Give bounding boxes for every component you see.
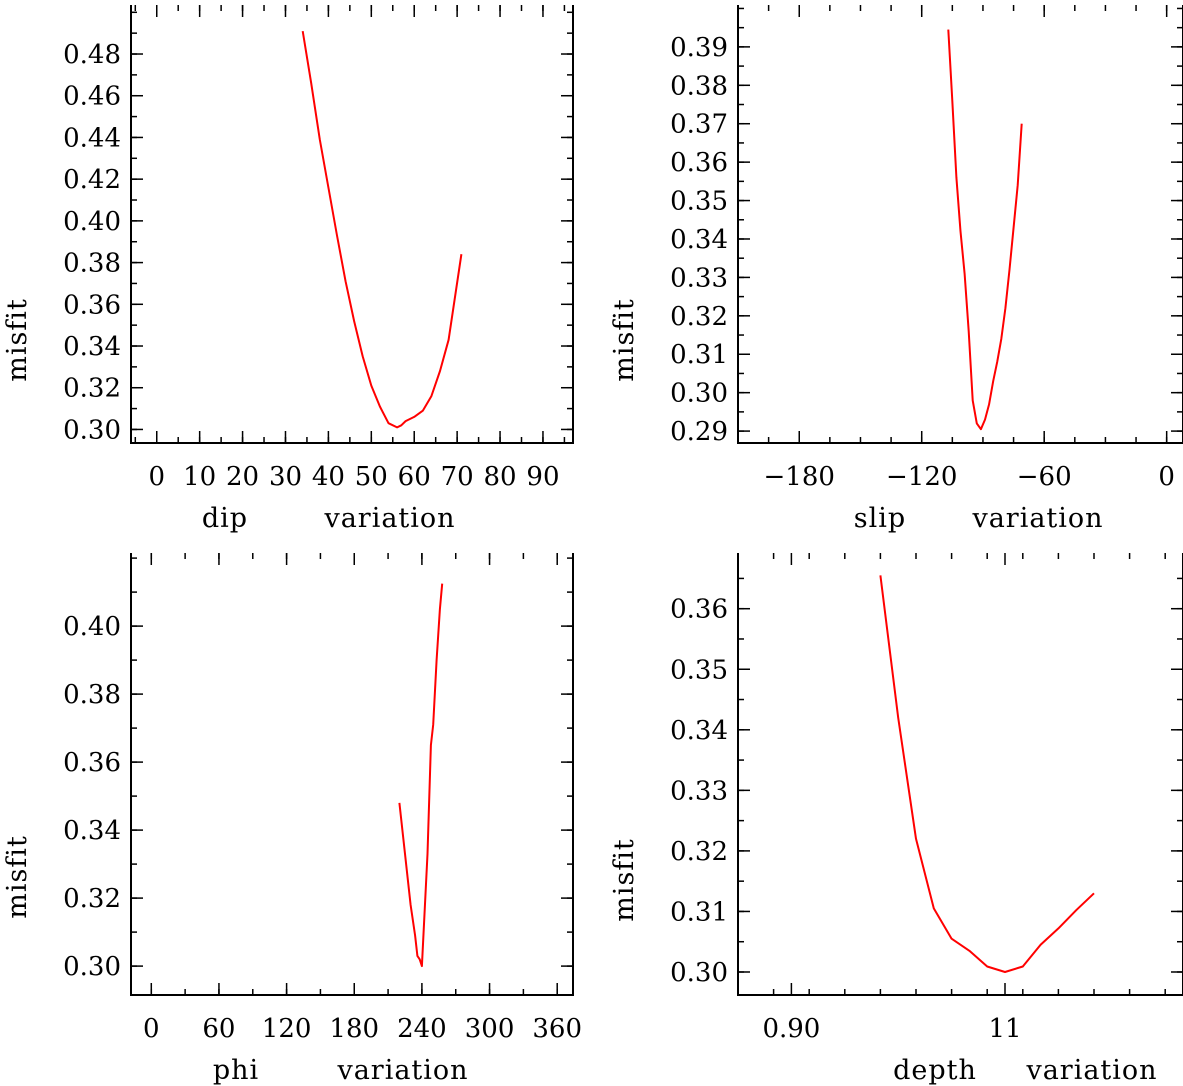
y-tick-label: 0.30 [670, 379, 728, 409]
x-tick-label: 70 [441, 462, 474, 492]
y-tick-label: 0.40 [63, 612, 121, 642]
chart-panel-3: 0 60 120 180 240 300 360 0.30 0.32 0.34 0.36 0.38 0.… [2, 553, 582, 1086]
chart-panel-1: 0 10 20 30 40 50 60 70 80 90 0.30 0.32 0.34 0.36 0.38 0… [2, 5, 574, 534]
y-axis-label: misfit [2, 835, 33, 919]
series-line-1 [398, 583, 444, 968]
y-tick-label: 0.38 [670, 71, 728, 101]
y-tick-label: 0.33 [670, 776, 728, 806]
y-axis-label: misfit [2, 298, 33, 382]
series-line-1 [879, 575, 1095, 973]
x-tick-label: 10 [183, 462, 216, 492]
y-tick-label: 0.32 [63, 374, 121, 404]
y-tick-label: 0.48 [63, 40, 121, 70]
x-tick-label: 0 [148, 462, 165, 492]
y-tick-label: 0.29 [670, 417, 728, 447]
y-tick-label: 0.42 [63, 165, 121, 195]
series-line-1 [301, 30, 463, 429]
y-tick-label: 0.40 [63, 207, 121, 237]
y-tick-label: 0.35 [670, 655, 728, 685]
x-tick-label: 0.90 [762, 1014, 820, 1044]
y-tick-label: 0.36 [63, 748, 121, 778]
x-tick-label: 0 [143, 1014, 160, 1044]
y-tick-label: 0.36 [670, 595, 728, 625]
y-tick-label: 0.38 [63, 680, 121, 710]
x-axis-label-suffix: variation [323, 503, 455, 534]
y-tick-label: 0.31 [670, 897, 728, 927]
plot-frame [737, 553, 1183, 996]
x-tick-label: 60 [398, 462, 431, 492]
x-tick-label: 90 [526, 462, 559, 492]
x-axis-label-suffix: variation [1025, 1055, 1157, 1086]
x-axis-label: phi [213, 1055, 259, 1086]
y-tick-label: 0.46 [63, 82, 121, 112]
y-tick-label: 0.32 [670, 302, 728, 332]
x-tick-label: 60 [202, 1014, 235, 1044]
chart-panel-4: 0.90 11 0.30 0.31 0.32 0.33 0.34 0.35 0.36 depth v… [609, 553, 1183, 1086]
x-tick-label: 30 [269, 462, 302, 492]
plot-frame [130, 553, 574, 996]
y-tick-label: 0.38 [63, 249, 121, 279]
y-tick-label: 0.37 [670, 110, 728, 140]
x-axis-label-suffix: variation [971, 503, 1103, 534]
x-tick-label: 11 [988, 1014, 1021, 1044]
y-tick-label: 0.35 [670, 187, 728, 217]
x-axis-label: slip [854, 503, 906, 534]
series-line-1 [947, 29, 1023, 431]
plot-frame [130, 5, 574, 444]
x-tick-label: 180 [329, 1014, 379, 1044]
y-tick-label: 0.30 [63, 952, 121, 982]
y-axis-label: misfit [609, 298, 640, 382]
y-tick-label: 0.36 [670, 148, 728, 178]
x-tick-label: 40 [312, 462, 345, 492]
y-tick-label: 0.34 [670, 716, 728, 746]
y-tick-label: 0.31 [670, 340, 728, 370]
x-tick-label: 50 [355, 462, 388, 492]
y-axis-label: misfit [609, 838, 640, 922]
y-tick-label: 0.34 [670, 225, 728, 255]
x-axis-label: dip [202, 503, 248, 534]
y-tick-label: 0.36 [63, 290, 121, 320]
chart-panel-2: −180 −120 −60 0 0.29 0.30 0.31 0.32 0.33 0.34 0.35… [609, 5, 1183, 534]
plot-frame [737, 5, 1183, 444]
x-axis-label-suffix: variation [336, 1055, 468, 1086]
x-tick-label: 80 [484, 462, 517, 492]
y-tick-label: 0.44 [63, 123, 121, 153]
x-tick-label: 20 [226, 462, 259, 492]
x-tick-label: 300 [465, 1014, 515, 1044]
x-tick-label: 120 [262, 1014, 312, 1044]
x-tick-label: 0 [1158, 462, 1175, 492]
y-tick-label: 0.34 [63, 816, 121, 846]
x-tick-label: −120 [886, 462, 957, 492]
y-tick-label: 0.30 [63, 415, 121, 445]
x-tick-label: 360 [532, 1014, 582, 1044]
x-tick-label: 240 [397, 1014, 447, 1044]
x-tick-label: −60 [1017, 462, 1072, 492]
y-tick-label: 0.33 [670, 263, 728, 293]
y-tick-label: 0.32 [670, 837, 728, 867]
y-tick-label: 0.39 [670, 33, 728, 63]
x-tick-label: −180 [764, 462, 835, 492]
x-axis-label: depth [893, 1055, 977, 1086]
y-tick-label: 0.34 [63, 332, 121, 362]
y-tick-label: 0.32 [63, 884, 121, 914]
y-tick-label: 0.30 [670, 958, 728, 988]
